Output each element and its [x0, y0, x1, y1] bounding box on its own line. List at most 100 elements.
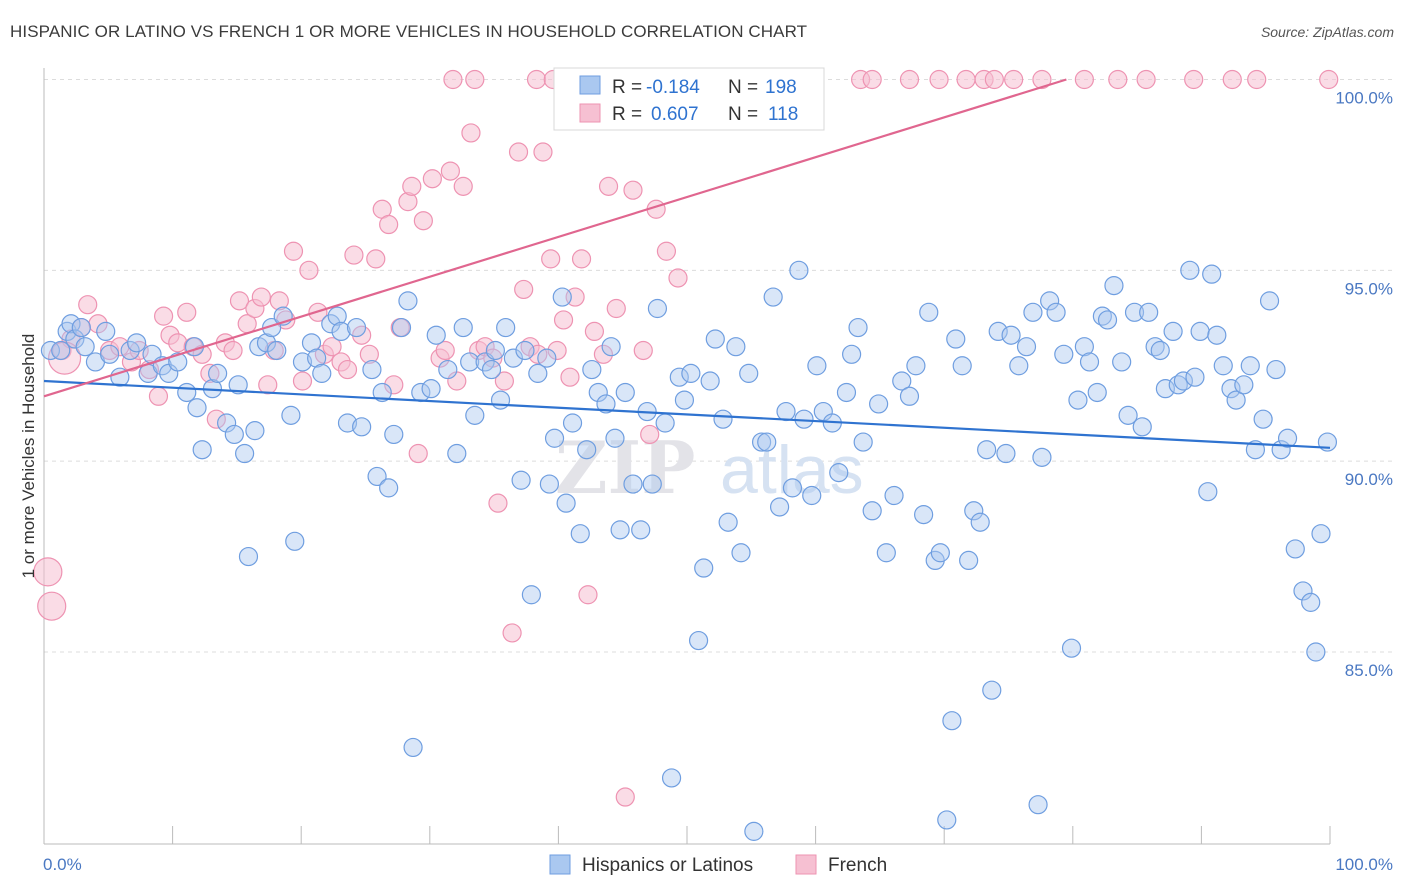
- hispanic-point-77: [556, 493, 576, 513]
- hispanic-point-185: [1240, 356, 1260, 376]
- hispanic-point-180: [1207, 325, 1227, 345]
- hispanic-point-35: [281, 405, 301, 425]
- french-point-106: [956, 69, 976, 90]
- trend-line-french: [43, 78, 1067, 398]
- french-point-50: [413, 211, 433, 231]
- french-point-62: [494, 371, 514, 391]
- french-point-115: [1222, 69, 1242, 90]
- hispanic-point-87: [615, 382, 635, 403]
- y-tick-labels: 85.0% 90.0% 95.0% 100.0%: [1335, 89, 1393, 681]
- hispanic-point-130: [899, 386, 920, 406]
- hispanic-point-125: [862, 501, 882, 521]
- hispanic-point-10: [110, 367, 130, 387]
- hispanic-point-65: [485, 340, 505, 361]
- french-point-114: [1184, 69, 1204, 90]
- legend-r-label-2: R =: [612, 104, 642, 125]
- hispanic-point-93: [655, 413, 675, 433]
- hispanic-point-171: [1155, 379, 1175, 399]
- hispanic-point-50: [379, 478, 399, 498]
- french-point-109: [1004, 69, 1024, 90]
- hispanic-point-83: [596, 394, 616, 414]
- hispanic-point-155: [1054, 344, 1074, 364]
- hispanic-point-138: [946, 329, 966, 349]
- legend-n-label-1: N =: [728, 77, 758, 98]
- hispanic-point-179: [1202, 264, 1222, 284]
- hispanic-point-174: [1173, 371, 1193, 391]
- french-point-26: [251, 287, 271, 307]
- chart-source: Source: ZipAtlas.com: [1260, 24, 1394, 40]
- hispanic-point-103: [718, 512, 738, 532]
- french-point-79: [606, 298, 626, 319]
- french-point-56: [453, 176, 473, 196]
- hispanic-point-59: [447, 443, 467, 464]
- hispanic-point-124: [853, 432, 873, 452]
- french-point-108: [984, 69, 1004, 90]
- french-point-20: [206, 409, 226, 429]
- hispanic-point-26: [228, 375, 248, 395]
- hispanic-point-193: [1293, 581, 1313, 601]
- hispanic-point-126: [869, 394, 889, 414]
- hispanic-point-170: [1150, 340, 1170, 361]
- french-point-48: [402, 176, 422, 196]
- hispanic-point-160: [1087, 382, 1107, 403]
- french-point-31: [283, 241, 304, 261]
- hispanic-point-52: [391, 317, 412, 338]
- hispanic-point-58: [438, 359, 458, 380]
- hispanic-point-116: [802, 485, 822, 506]
- hispanic-point-104: [726, 337, 746, 357]
- hispanic-point-123: [848, 317, 868, 338]
- hispanic-point-49: [372, 382, 392, 403]
- hispanic-point-98: [688, 630, 709, 651]
- hispanic-point-152: [1032, 447, 1052, 467]
- french-point-0: [33, 557, 63, 587]
- french-point-53: [435, 340, 455, 361]
- hispanic-point-73: [537, 348, 557, 368]
- hispanic-point-62: [465, 405, 485, 425]
- french-point-117: [1319, 69, 1339, 90]
- hispanic-point-56: [421, 379, 441, 399]
- french-point-85: [656, 241, 677, 261]
- grid-lines: [44, 79, 1394, 653]
- hispanic-point-166: [1124, 302, 1145, 322]
- legend-r-value-1: -0.184: [646, 77, 700, 98]
- french-point-68: [533, 142, 553, 162]
- hispanic-point-139: [952, 356, 972, 376]
- hispanic-point-44: [337, 413, 358, 433]
- hispanic-point-91: [642, 474, 662, 494]
- legend-n-value-2: 118: [768, 104, 798, 125]
- hispanic-point-95: [669, 367, 689, 387]
- hispanic-point-167: [1132, 417, 1152, 437]
- hispanic-point-97: [681, 363, 701, 383]
- hispanic-point-18: [177, 382, 197, 403]
- legend-n-value-1: 198: [765, 77, 797, 98]
- legend-swatch-pink: [579, 103, 601, 123]
- hispanic-point-64: [481, 359, 502, 380]
- hispanic-point-86: [610, 520, 630, 540]
- hispanic-point-182: [1221, 379, 1241, 399]
- hispanic-point-20: [187, 398, 207, 418]
- hispanic-point-189: [1266, 359, 1286, 380]
- hispanic-point-196: [1311, 524, 1331, 544]
- hispanic-point-140: [959, 550, 979, 571]
- french-point-77: [593, 344, 614, 364]
- hispanic-point-79: [570, 524, 590, 544]
- hispanic-point-69: [511, 470, 531, 490]
- french-point-33: [299, 260, 319, 280]
- hispanic-point-61: [460, 352, 480, 372]
- hispanic-point-6: [75, 337, 95, 357]
- hispanic-point-46: [352, 417, 372, 437]
- hispanic-point-150: [1023, 302, 1043, 322]
- hispanic-point-195: [1306, 642, 1326, 662]
- french-point-105: [929, 69, 949, 90]
- hispanic-point-127: [876, 543, 896, 563]
- hispanic-point-60: [453, 317, 473, 338]
- trend-line-hispanic: [43, 379, 1331, 449]
- hispanic-point-105: [731, 543, 751, 563]
- french-point-12: [148, 386, 169, 406]
- hispanic-point-128: [884, 485, 904, 506]
- legend-swatch-blue: [579, 75, 601, 95]
- hispanic-point-181: [1213, 356, 1233, 376]
- hispanic-point-120: [829, 463, 849, 483]
- french-point-29: [269, 291, 289, 311]
